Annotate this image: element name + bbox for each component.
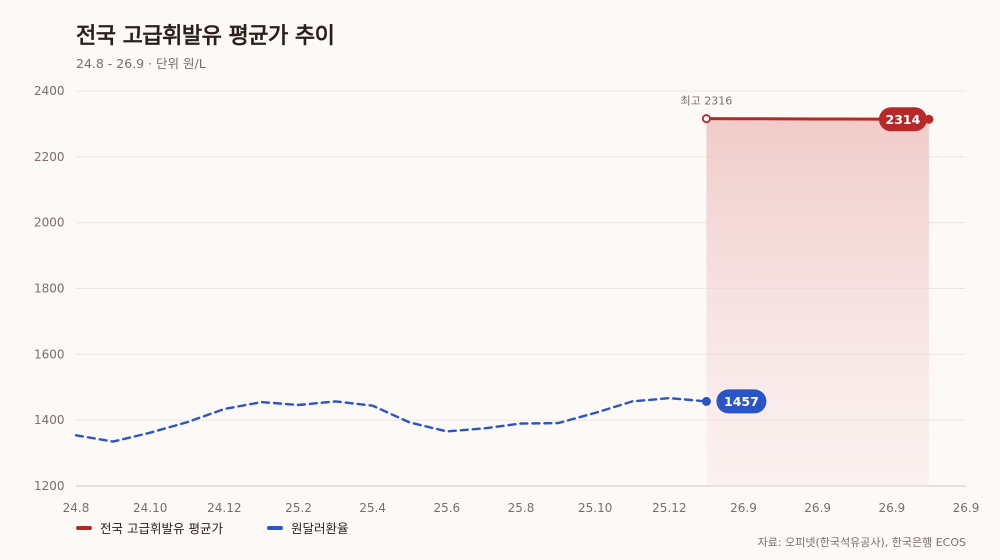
y-tick-label: 1800 [34,282,65,296]
y-axis: 1200 1400 1600 1800 2000 2200 2400 [34,84,65,493]
fuel-area-fill [706,118,929,486]
y-tick-label: 2200 [34,150,65,164]
x-tick-label: 26.9 [730,501,757,515]
y-tick-label: 2400 [34,84,65,98]
max-point-marker [701,114,711,124]
x-tick-label: 26.9 [953,501,980,515]
x-tick-label: 25.4 [359,501,386,515]
y-tick-label: 1200 [34,479,65,493]
x-tick-label: 25.10 [578,501,612,515]
x-tick-label: 24.12 [207,501,241,515]
x-tick-label: 26.9 [804,501,831,515]
x-tick-label: 25.6 [433,501,460,515]
end-point-fx [701,396,711,406]
legend-label-fx: 원달러환율 [290,521,349,536]
y-tick-label: 1600 [34,347,65,361]
x-tick-label: 26.9 [878,501,905,515]
data-labels: 최고 2316 2314 1457 [681,95,934,414]
x-axis: 24.8 24.10 24.12 25.2 25.4 25.6 25.8 25.10 25.12… [63,501,980,515]
x-tick-label: 25.12 [652,501,686,515]
legend-swatch-fuel [76,525,92,530]
end-badge-fx [716,389,767,414]
x-tick-label: 25.8 [508,501,535,515]
end-badge-fuel [878,107,927,132]
end-label-fx: 1457 [724,394,759,409]
chart-title: 전국 고급휘발유 평균가 추이 [76,24,335,49]
source-note: 자료: 오피넷(한국석유공사), 한국은행 ECOS [757,536,966,549]
x-tick-label: 25.2 [285,501,312,515]
chart-subtitle: 24.8 - 26.9 · 단위 원/L [76,56,206,71]
legend-item-fuel: 전국 고급휘발유 평균가 [76,518,223,537]
x-tick-label: 24.8 [63,501,90,515]
y-tick-label: 2000 [34,216,65,230]
legend-swatch-fx [266,525,283,530]
legend-item-fx: 원달러환율 [266,518,349,537]
series-line-fx [74,396,708,443]
max-label: 최고 2316 [681,95,733,108]
legend-label-fuel: 전국 고급휘발유 평균가 [100,521,223,536]
fuel-area [706,118,929,486]
x-tick-label: 24.10 [133,501,167,515]
legend: 전국 고급휘발유 평균가 원달러환율 [76,518,392,537]
y-tick-label: 1400 [34,413,65,427]
end-label-fuel: 2314 [886,112,921,127]
